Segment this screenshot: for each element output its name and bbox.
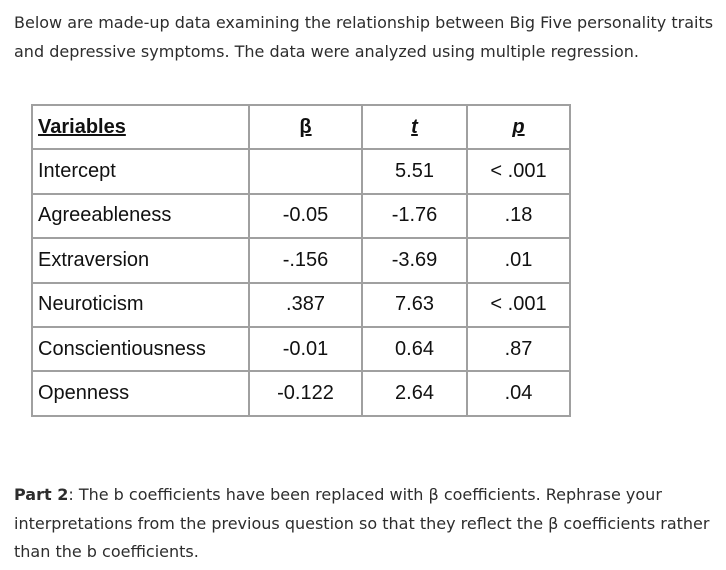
table-row: Conscientiousness -0.01 0.64 .87 — [31, 325, 571, 373]
header-p: p — [466, 103, 571, 151]
cell-variable: Intercept — [31, 148, 250, 195]
table-row: Extraversion -.156 -3.69 .01 — [31, 237, 571, 284]
cell-t: 0.64 — [361, 325, 468, 373]
header-beta: β — [248, 103, 363, 151]
cell-p: < .001 — [466, 281, 571, 328]
cell-t: -1.76 — [361, 192, 468, 240]
cell-t: -3.69 — [361, 237, 468, 284]
cell-variable: Conscientiousness — [31, 325, 250, 373]
cell-p: .04 — [466, 370, 571, 417]
header-variables: Variables — [31, 103, 250, 151]
part2-label: Part 2 — [14, 485, 69, 504]
cell-beta — [248, 148, 363, 195]
regression-table-container: Variables β t p Intercept 5.51 < .001 Ag… — [31, 103, 571, 417]
cell-p: .01 — [466, 237, 571, 284]
cell-variable: Openness — [31, 370, 250, 417]
cell-t: 5.51 — [361, 148, 468, 195]
table-row: Agreeableness -0.05 -1.76 .18 — [31, 192, 571, 240]
table-row: Neuroticism .387 7.63 < .001 — [31, 281, 571, 328]
cell-beta: -0.01 — [248, 325, 363, 373]
table-header-row: Variables β t p — [31, 103, 571, 151]
regression-table: Variables β t p Intercept 5.51 < .001 Ag… — [31, 103, 571, 417]
cell-t: 2.64 — [361, 370, 468, 417]
cell-p: .87 — [466, 325, 571, 373]
cell-variable: Extraversion — [31, 237, 250, 284]
cell-beta: .387 — [248, 281, 363, 328]
cell-p: < .001 — [466, 148, 571, 195]
intro-paragraph: Below are made-up data examining the rel… — [14, 13, 714, 61]
part2-text: : The b coefficients have been replaced … — [14, 485, 710, 561]
header-t: t — [361, 103, 468, 151]
cell-beta: -0.122 — [248, 370, 363, 417]
cell-variable: Neuroticism — [31, 281, 250, 328]
cell-beta: -.156 — [248, 237, 363, 284]
table-row: Openness -0.122 2.64 .04 — [31, 370, 571, 417]
table-row: Intercept 5.51 < .001 — [31, 148, 571, 195]
cell-p: .18 — [466, 192, 571, 240]
cell-t: 7.63 — [361, 281, 468, 328]
part2-paragraph: Part 2: The b coefficients have been rep… — [14, 481, 720, 567]
cell-variable: Agreeableness — [31, 192, 250, 240]
cell-beta: -0.05 — [248, 192, 363, 240]
